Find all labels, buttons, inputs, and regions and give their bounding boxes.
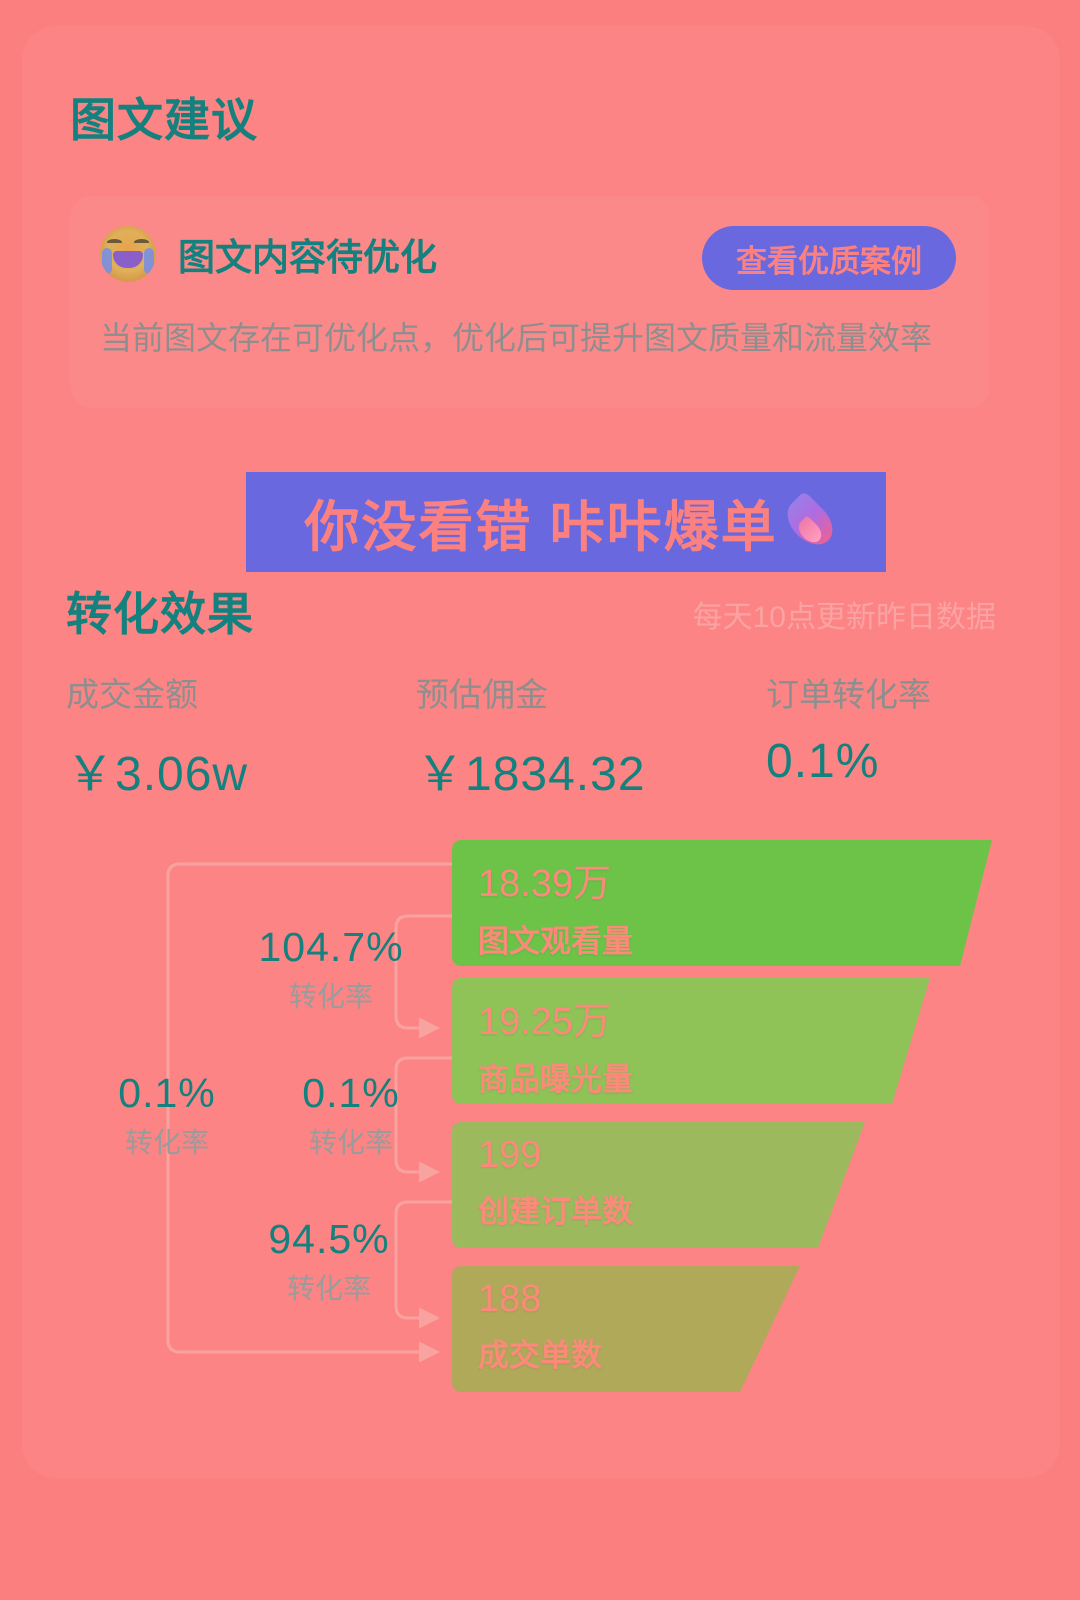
metric-value: ￥1834.32 [416,748,646,801]
funnel-graphics [166,840,992,1392]
fire-icon [778,490,841,554]
crying-face-icon [100,226,156,282]
section-title-zhuanhua: 转化效果 [66,588,254,640]
funnel-stage-3-shape[interactable] [452,1122,865,1248]
metric-label: 成交金额 [66,676,198,713]
notice-description: 当前图文存在可优化点，优化后可提升图文质量和流量效率 [100,320,933,356]
funnel-chart: 18.39万 图文观看量 19.25万 商品曝光量 199 创建订单数 188 … [0,820,1080,1420]
metrics-row: 成交金额 ￥3.06w 预估佣金 ￥1834.32 订单转化率 0.1% [0,668,1080,801]
metric-label: 预估佣金 [416,676,548,713]
funnel-stage-1-shape[interactable] [452,840,992,966]
metric-label: 订单转化率 [766,676,931,713]
update-note: 每天10点更新昨日数据 [692,601,996,634]
funnel-connector-1 [394,914,452,1039]
metric-card: 订单转化率 0.1% [766,668,931,789]
funnel-connector-2 [394,1056,452,1183]
metric-value: 0.1% [766,735,880,788]
metric-value: ￥3.06w [66,748,249,801]
promo-banner-text: 你没看错 咔咔爆单 [304,496,778,558]
notice-header: 图文内容待优化 [100,226,437,282]
section-title-tuwen: 图文建议 [70,94,258,146]
funnel-stage-4-shape[interactable] [452,1266,800,1392]
funnel-connector-3 [394,1200,452,1329]
notice-title: 图文内容待优化 [178,237,437,278]
promo-banner: 你没看错 咔咔爆单 [246,472,886,572]
funnel-stage-2-shape[interactable] [452,978,930,1104]
metric-card: 成交金额 ￥3.06w [66,668,248,804]
funnel-connector-overall [166,862,452,1363]
metric-card: 预估佣金 ￥1834.32 [416,668,646,804]
notice-card[interactable]: 图文内容待优化 查看优质案例 当前图文存在可优化点，优化后可提升图文质量和流量效… [70,196,990,408]
view-quality-cases-button[interactable]: 查看优质案例 [702,226,956,290]
